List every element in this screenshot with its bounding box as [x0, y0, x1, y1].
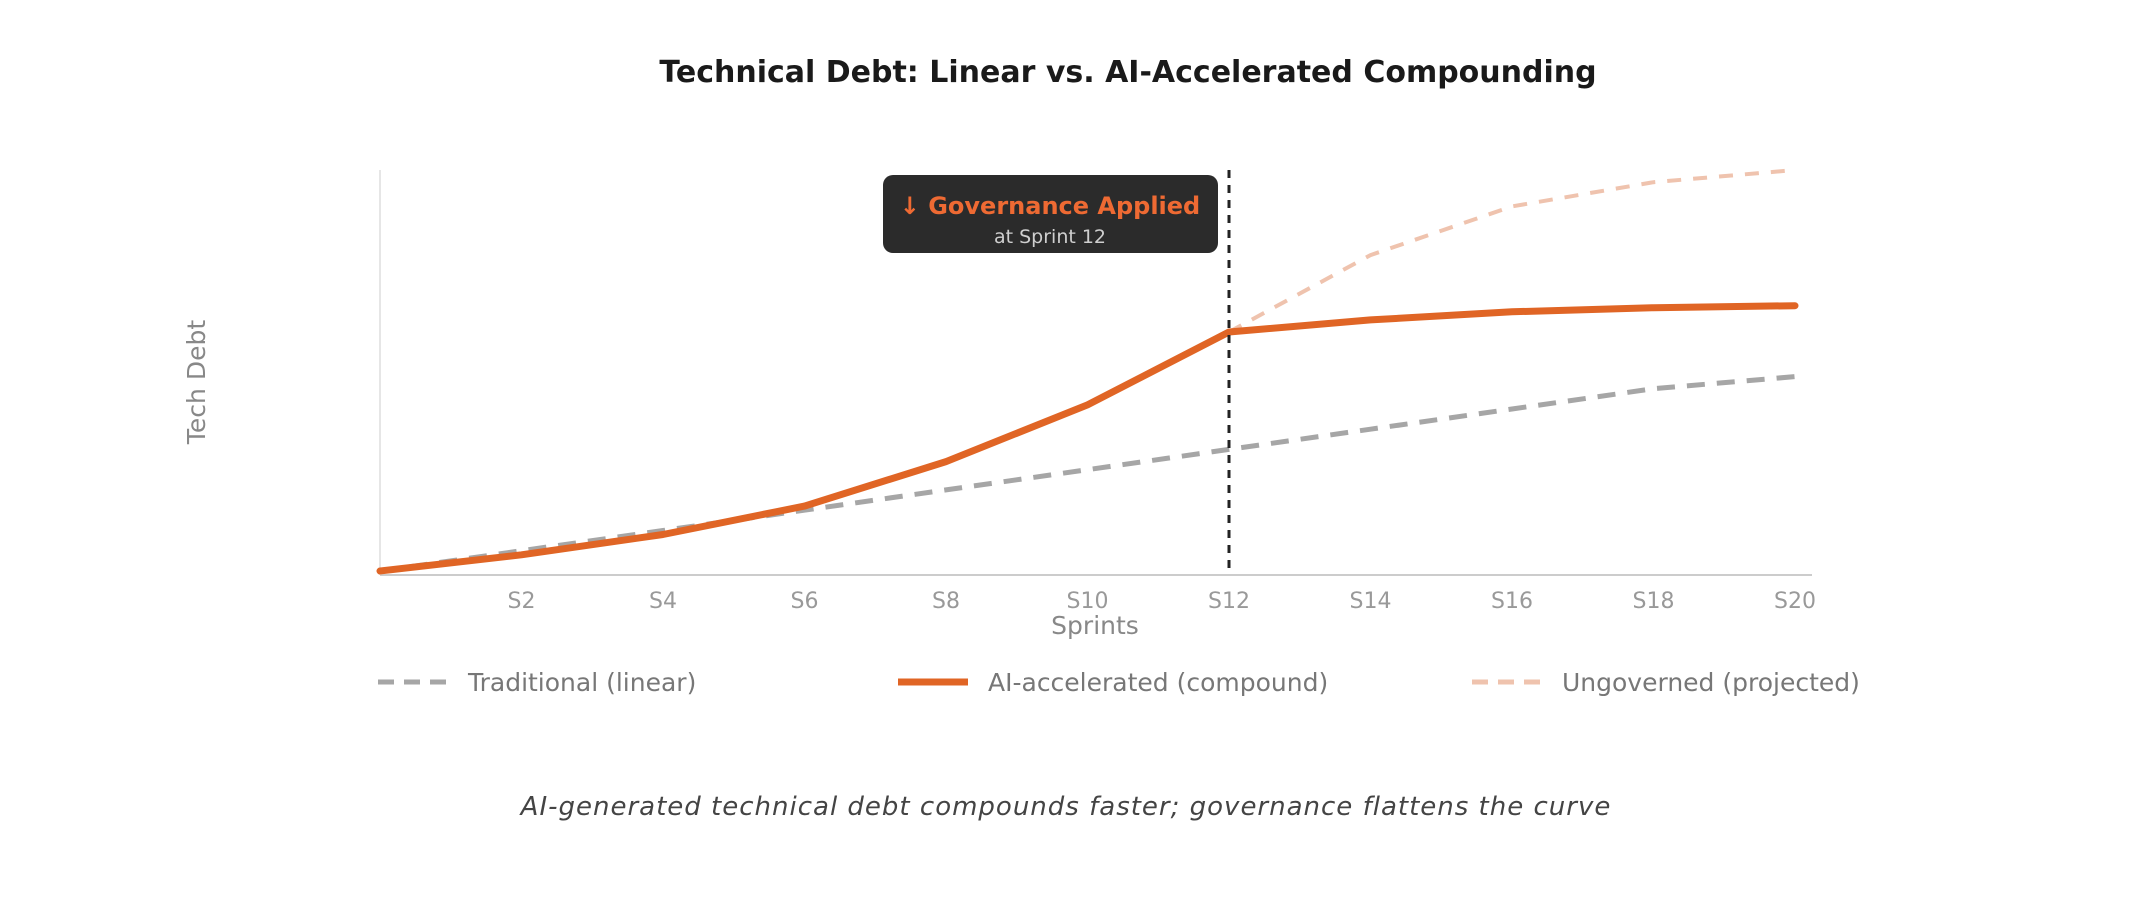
- x-ticks: S2 S4 S6 S8 S10 S12 S14 S16 S18 S20: [508, 589, 1816, 614]
- figure-caption: AI-generated technical debt compounds fa…: [520, 792, 1612, 822]
- chart-title: Technical Debt: Linear vs. AI-Accelerate…: [659, 55, 1596, 90]
- legend-item-1: AI-accelerated (compound): [898, 668, 1328, 697]
- legend: Traditional (linear) AI-accelerated (comp…: [378, 668, 1860, 697]
- annotation-subtitle: at Sprint 12: [994, 226, 1106, 248]
- annotation-layer: ↓ Governance Applied at Sprint 12: [883, 170, 1231, 575]
- legend-label: Ungoverned (projected): [1562, 668, 1860, 697]
- y-axis-label: Tech Debt: [182, 320, 211, 445]
- x-tick-label: S8: [932, 589, 960, 614]
- legend-label: AI-accelerated (compound): [988, 668, 1328, 697]
- legend-label: Traditional (linear): [467, 668, 696, 697]
- x-tick-label: S4: [649, 589, 677, 614]
- x-tick-label: S20: [1774, 589, 1816, 614]
- x-axis-label: Sprints: [1051, 611, 1139, 640]
- x-tick-label: S12: [1208, 589, 1250, 614]
- legend-item-0: Traditional (linear): [378, 668, 696, 697]
- x-tick-label: S2: [508, 589, 536, 614]
- series-line-2: [1228, 168, 1796, 334]
- axes: [379, 170, 1812, 576]
- annotation-box: [883, 175, 1218, 253]
- x-tick-label: S6: [791, 589, 819, 614]
- x-tick-label: S18: [1633, 589, 1675, 614]
- x-tick-label: S16: [1491, 589, 1533, 614]
- x-tick-label: S10: [1067, 589, 1109, 614]
- x-tick-label: S14: [1350, 589, 1392, 614]
- legend-item-2: Ungoverned (projected): [1472, 668, 1860, 697]
- annotation-title: ↓ Governance Applied: [900, 192, 1200, 220]
- series-layer: [376, 168, 1799, 575]
- series-line-1: [376, 302, 1799, 575]
